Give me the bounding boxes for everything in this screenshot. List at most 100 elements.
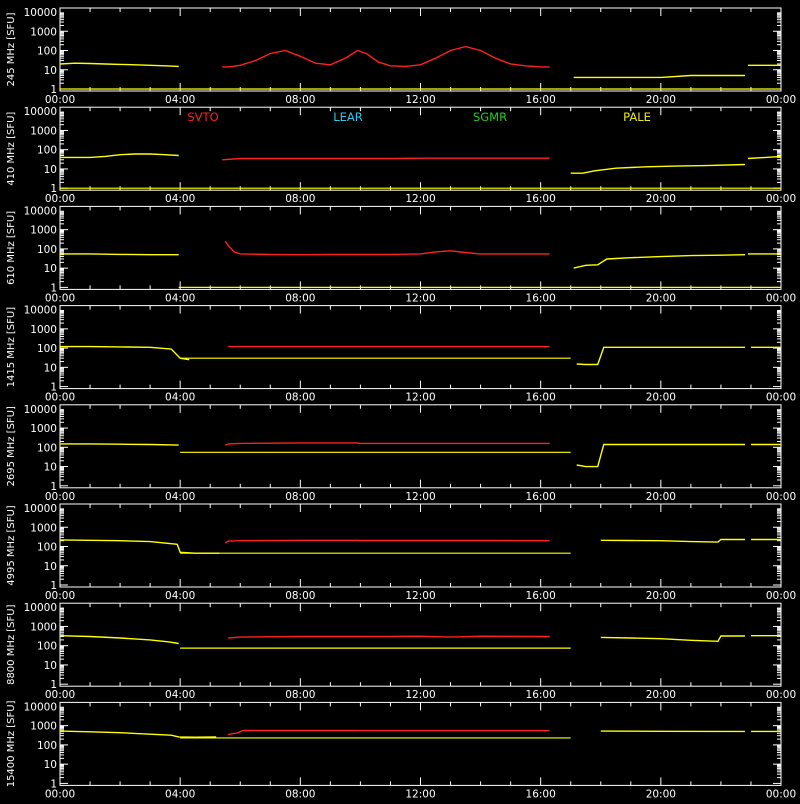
x-tick-label: 08:00	[285, 689, 315, 701]
x-tick-label: 08:00	[285, 590, 315, 602]
y-tick-label: 100	[37, 343, 57, 355]
y-tick-label: 1000	[30, 26, 57, 38]
legend-entry-lear: LEAR	[333, 110, 363, 124]
y-tick-label: 100	[37, 46, 57, 58]
y-tick-label: 100	[37, 740, 57, 752]
y-tick-label: 100	[37, 442, 57, 454]
y-axis-label: 410 MHz [SFU]	[6, 112, 17, 186]
x-tick-label: 16:00	[526, 193, 556, 205]
y-tick-label: 10	[44, 660, 57, 672]
x-tick-label: 00:00	[766, 590, 796, 602]
x-tick-label: 08:00	[285, 193, 315, 205]
x-tick-label: 12:00	[405, 590, 435, 602]
y-tick-label: 1000	[30, 225, 57, 237]
x-tick-label: 04:00	[165, 193, 195, 205]
y-tick-label: 10	[44, 65, 57, 77]
x-tick-label: 00:00	[766, 788, 796, 800]
y-axis-label: 1415 MHz [SFU]	[6, 307, 17, 388]
x-tick-label: 00:00	[45, 193, 75, 205]
x-tick-label: 00:00	[45, 788, 75, 800]
x-tick-label: 00:00	[45, 392, 75, 404]
x-tick-label: 00:00	[45, 292, 75, 304]
y-tick-label: 10000	[24, 205, 57, 217]
x-tick-label: 12:00	[405, 392, 435, 404]
x-tick-label: 20:00	[646, 788, 676, 800]
x-tick-label: 12:00	[405, 193, 435, 205]
legend-entry-pale: PALE	[623, 110, 651, 124]
y-tick-label: 10	[44, 263, 57, 275]
x-tick-label: 16:00	[526, 590, 556, 602]
legend-entry-svto: SVTO	[187, 110, 218, 124]
x-tick-label: 00:00	[766, 689, 796, 701]
x-tick-label: 08:00	[285, 292, 315, 304]
x-tick-label: 20:00	[646, 590, 676, 602]
x-tick-label: 12:00	[405, 292, 435, 304]
y-tick-label: 10	[44, 561, 57, 573]
x-tick-label: 20:00	[646, 292, 676, 304]
x-tick-label: 12:00	[405, 689, 435, 701]
x-tick-label: 16:00	[526, 491, 556, 503]
x-tick-label: 08:00	[285, 392, 315, 404]
x-tick-label: 00:00	[766, 292, 796, 304]
x-tick-label: 00:00	[766, 193, 796, 205]
x-tick-label: 12:00	[405, 491, 435, 503]
x-tick-label: 00:00	[766, 392, 796, 404]
x-tick-label: 04:00	[165, 590, 195, 602]
y-tick-label: 10	[44, 164, 57, 176]
y-tick-label: 1000	[30, 522, 57, 534]
x-tick-label: 04:00	[165, 392, 195, 404]
y-tick-label: 10000	[24, 701, 57, 713]
x-tick-label: 00:00	[45, 689, 75, 701]
series-line-pale	[60, 254, 179, 255]
y-tick-label: 1000	[30, 324, 57, 336]
x-tick-label: 00:00	[766, 491, 796, 503]
y-tick-label: 1000	[30, 621, 57, 633]
x-tick-label: 04:00	[165, 689, 195, 701]
y-tick-label: 1000	[30, 423, 57, 435]
y-tick-label: 10	[44, 759, 57, 771]
y-tick-label: 10	[44, 362, 57, 374]
x-tick-label: 04:00	[165, 788, 195, 800]
x-tick-label: 20:00	[646, 193, 676, 205]
y-tick-label: 10000	[24, 305, 57, 317]
x-tick-label: 04:00	[165, 491, 195, 503]
y-tick-label: 1000	[30, 125, 57, 137]
y-tick-label: 100	[37, 244, 57, 256]
x-tick-label: 12:00	[405, 94, 435, 106]
y-tick-label: 100	[37, 641, 57, 653]
y-tick-label: 10000	[24, 503, 57, 515]
x-tick-label: 20:00	[646, 689, 676, 701]
y-tick-label: 100	[37, 145, 57, 157]
y-tick-label: 10000	[24, 106, 57, 118]
y-axis-label: 2695 MHz [SFU]	[6, 406, 17, 487]
x-tick-label: 16:00	[526, 788, 556, 800]
x-tick-label: 08:00	[285, 491, 315, 503]
x-tick-label: 04:00	[165, 94, 195, 106]
x-tick-label: 00:00	[45, 590, 75, 602]
x-tick-label: 16:00	[526, 292, 556, 304]
legend-entry-sgmr: SGMR	[473, 110, 507, 124]
x-tick-label: 00:00	[45, 491, 75, 503]
x-tick-label: 12:00	[405, 788, 435, 800]
y-tick-label: 10000	[24, 602, 57, 614]
x-tick-label: 08:00	[285, 94, 315, 106]
y-tick-label: 10	[44, 462, 57, 474]
y-tick-label: 10000	[24, 404, 57, 416]
x-tick-label: 04:00	[165, 292, 195, 304]
y-axis-label: 15400 MHz [SFU]	[6, 700, 17, 787]
y-axis-label: 4995 MHz [SFU]	[6, 505, 17, 586]
y-axis-label: 245 MHz [SFU]	[6, 12, 17, 86]
y-tick-label: 100	[37, 542, 57, 554]
y-tick-label: 10000	[24, 7, 57, 19]
x-tick-label: 00:00	[766, 94, 796, 106]
x-tick-label: 00:00	[45, 94, 75, 106]
x-tick-label: 16:00	[526, 94, 556, 106]
y-axis-label: 8800 MHz [SFU]	[6, 604, 17, 685]
x-tick-label: 20:00	[646, 491, 676, 503]
y-tick-label: 1000	[30, 721, 57, 733]
x-tick-label: 20:00	[646, 392, 676, 404]
x-tick-label: 08:00	[285, 788, 315, 800]
y-axis-label: 610 MHz [SFU]	[6, 211, 17, 285]
